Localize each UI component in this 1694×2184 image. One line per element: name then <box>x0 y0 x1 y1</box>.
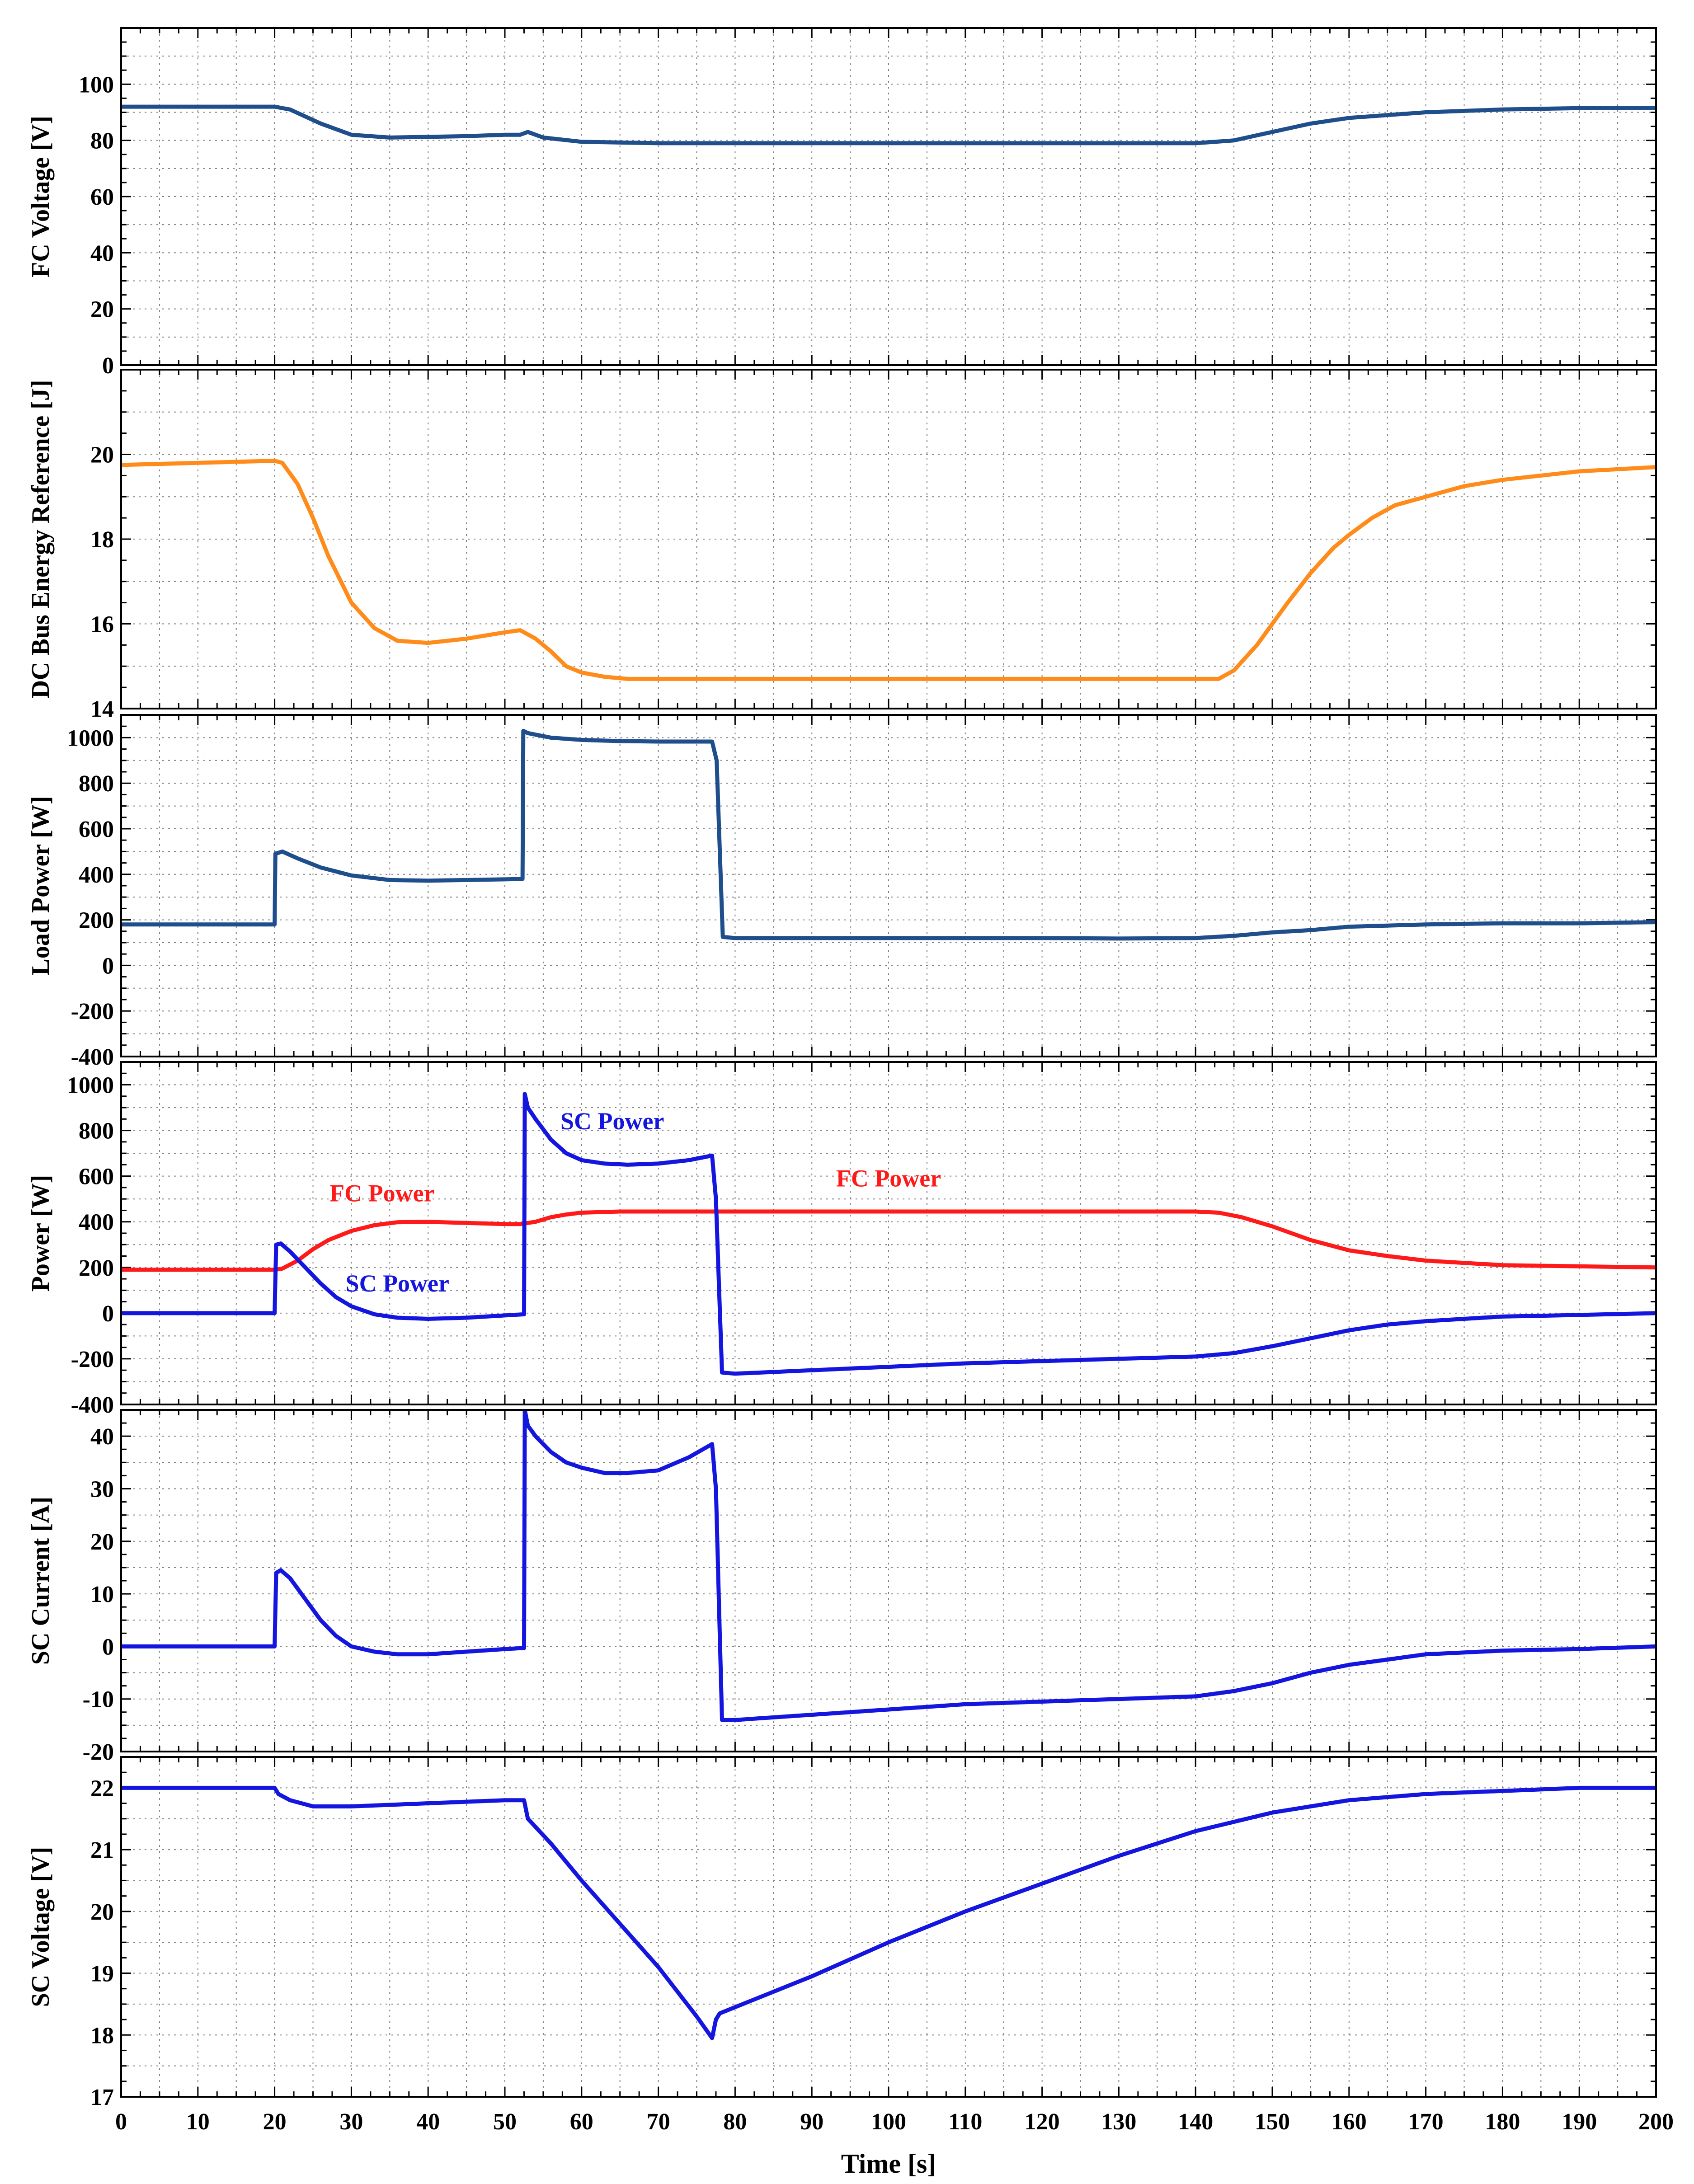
x-tick-label: 20 <box>263 2109 287 2135</box>
y-tick-label: 1000 <box>67 725 114 751</box>
chart-panel-6: 17 18 19 20 21 22 SC Voltage [V] <box>27 1756 1657 2110</box>
series-annotation: SC Power <box>346 1270 449 1297</box>
y-tick-label: -400 <box>71 1044 114 1070</box>
y-tick-label: 40 <box>90 1424 114 1450</box>
plot-frame <box>120 1061 1657 1405</box>
chart-panel-3: -400 -200 0 200 400 600 800 1000 Load Power [W] <box>27 714 1657 1070</box>
y-axis-label: Load Power [W] <box>27 796 55 975</box>
x-tick-label: 140 <box>1178 2109 1213 2135</box>
x-axis-label: Time [s] <box>841 2149 936 2179</box>
y-tick-label: 0 <box>102 1634 114 1660</box>
y-tick-label: 10 <box>90 1582 114 1607</box>
plot-frame <box>120 1409 1657 1752</box>
x-tick-label: 170 <box>1408 2109 1444 2135</box>
plot-frame <box>120 369 1657 709</box>
y-tick-label: -200 <box>71 1347 114 1372</box>
y-tick-label: -200 <box>71 999 114 1024</box>
chart-panel-2: 14 16 18 20 DC Bus Energy Reference [J] <box>27 369 1657 722</box>
y-tick-label: 0 <box>102 953 114 979</box>
x-tick-label: 130 <box>1101 2109 1136 2135</box>
x-tick-label: 180 <box>1485 2109 1520 2135</box>
y-tick-label: 60 <box>90 184 114 210</box>
y-tick-label: 0 <box>102 1301 114 1327</box>
y-tick-label: 20 <box>90 442 114 468</box>
y-tick-label: 22 <box>90 1775 114 1801</box>
y-axis-label: DC Bus Energy Reference [J] <box>27 380 55 698</box>
chart-panel-1: 0 20 40 60 80 100 FC Voltage [V] <box>27 27 1657 379</box>
chart-panel-4: -400 -200 0 200 400 600 800 1000 FC Power FC Powe… <box>27 1061 1657 1418</box>
y-tick-label: 0 <box>102 353 114 379</box>
y-tick-label: -400 <box>71 1392 114 1418</box>
y-tick-label: 200 <box>79 908 114 934</box>
y-tick-label: 600 <box>79 817 114 842</box>
y-axis-label: SC Current [A] <box>27 1497 55 1665</box>
y-tick-label: 30 <box>90 1476 114 1502</box>
series-line-1 <box>121 459 1656 681</box>
x-tick-label: 160 <box>1332 2109 1367 2135</box>
y-tick-label: 1000 <box>67 1073 114 1099</box>
plot-frame <box>120 1756 1657 2098</box>
series-annotation: FC Power <box>329 1179 434 1207</box>
y-tick-label: -10 <box>83 1687 114 1713</box>
series-line-1 <box>121 1785 1656 2040</box>
x-tick-label: 80 <box>723 2109 747 2135</box>
y-tick-label: 18 <box>90 2023 114 2048</box>
x-tick-label: 50 <box>493 2109 517 2135</box>
y-tick-label: 400 <box>79 862 114 888</box>
y-tick-label: 200 <box>79 1255 114 1281</box>
y-tick-label: 20 <box>90 1529 114 1555</box>
x-tick-label: 190 <box>1562 2109 1597 2135</box>
x-tick-label: 100 <box>871 2109 906 2135</box>
y-tick-label: 40 <box>90 240 114 266</box>
x-tick-label: 110 <box>948 2109 982 2135</box>
x-tick-label: 150 <box>1255 2109 1290 2135</box>
x-tick-label: 30 <box>339 2109 363 2135</box>
x-tick-label: 70 <box>647 2109 670 2135</box>
y-tick-label: 20 <box>90 297 114 323</box>
y-tick-label: -20 <box>83 1739 114 1765</box>
series-line-1 <box>121 1209 1656 1272</box>
y-tick-label: 20 <box>90 1899 114 1925</box>
series-annotation: SC Power <box>560 1108 664 1135</box>
y-axis-label: FC Voltage [V] <box>27 116 55 277</box>
series-line-2 <box>121 1092 1656 1376</box>
x-tick-label: 200 <box>1638 2109 1674 2135</box>
y-tick-label: 18 <box>90 527 114 553</box>
y-axis-label: SC Voltage [V] <box>27 1847 55 2007</box>
y-tick-label: 19 <box>90 1961 114 1987</box>
plot-frame <box>120 714 1657 1057</box>
chart-panel-5: -20 -10 0 10 20 30 40 SC Current [A] <box>27 1409 1657 1765</box>
y-tick-label: 80 <box>90 128 114 154</box>
y-tick-label: 800 <box>79 771 114 797</box>
y-tick-label: 400 <box>79 1210 114 1235</box>
x-tick-label: 10 <box>186 2109 210 2135</box>
x-tick-label: 60 <box>570 2109 593 2135</box>
x-tick-label: 40 <box>416 2109 440 2135</box>
y-tick-label: 800 <box>79 1118 114 1144</box>
y-axis-label: Power [W] <box>27 1175 55 1292</box>
y-tick-label: 16 <box>90 612 114 638</box>
x-tick-label: 90 <box>800 2109 823 2135</box>
x-axis: 0 10 20 30 40 50 60 70 80 90 100 110 120 130 140 150 160… <box>115 2109 1674 2135</box>
y-tick-label: 17 <box>90 2085 114 2110</box>
plot-frame <box>120 27 1657 366</box>
y-tick-label: 100 <box>79 72 114 98</box>
x-tick-label: 0 <box>115 2109 127 2135</box>
series-annotation: FC Power <box>836 1165 941 1192</box>
series-line-1 <box>121 1410 1656 1722</box>
series-line-1 <box>121 104 1656 146</box>
x-tick-label: 120 <box>1025 2109 1060 2135</box>
y-tick-label: 14 <box>90 696 114 722</box>
y-tick-label: 600 <box>79 1164 114 1190</box>
series-line-1 <box>121 728 1656 941</box>
y-tick-label: 21 <box>90 1837 114 1863</box>
